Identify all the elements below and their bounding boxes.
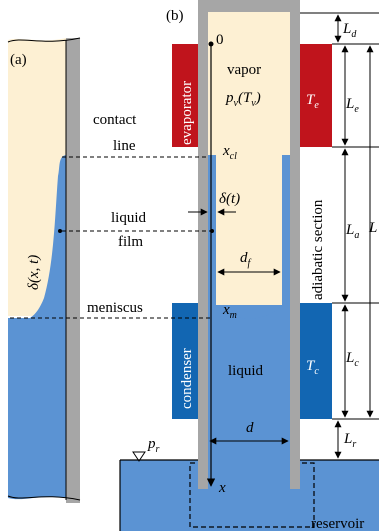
condenser-label: condenser: [179, 348, 195, 409]
Le-label: Le: [345, 96, 359, 115]
adiabatic-section-label: adiabatic section: [310, 199, 326, 300]
contact-line-label-1: contact: [93, 112, 137, 128]
panel-b-label: (b): [166, 8, 184, 24]
pressure-triangle-icon: [132, 451, 146, 462]
panel-b: (b) 0 vapor pv(Tv) evaporator condenser …: [10, 0, 379, 531]
x-axis-label: x: [218, 480, 226, 496]
liquid-film-label-2: film: [118, 234, 143, 250]
tube-vapor: [208, 12, 290, 158]
reservoir-label: reservoir: [311, 516, 364, 531]
film-point-b: [210, 229, 214, 233]
panel-a-wall: [66, 38, 80, 503]
tube-vapor-core: [216, 155, 282, 307]
panel-a-liquid-film: [8, 155, 66, 500]
contact-line-label-2: line: [113, 138, 136, 154]
tube-wall-left: [198, 0, 208, 489]
condenser-left: [172, 303, 198, 419]
delta-xt-label: δ(x, t): [26, 255, 42, 290]
Tc-label: Tc: [306, 358, 319, 377]
origin-label: 0: [216, 32, 224, 48]
panel-a: (a) δ(x, t): [7, 37, 81, 503]
Lc-label: Lc: [345, 350, 359, 369]
reservoir-zoom-box: [189, 462, 315, 528]
Te-label: Te: [306, 92, 319, 111]
evaporator-label: evaporator: [179, 81, 195, 145]
xcl-label: xcl: [222, 143, 237, 162]
La-label: La: [345, 222, 359, 241]
Lr-label: Lr: [343, 431, 356, 450]
Ld-label: Ld: [342, 21, 357, 40]
df-label: df: [240, 250, 252, 269]
pv-label: pv(Tv): [225, 90, 261, 109]
meniscus-curve: [216, 305, 282, 320]
meniscus-liquid: [208, 305, 290, 489]
tube-film-right: [282, 155, 290, 307]
panel-a-label: (a): [10, 52, 27, 68]
L-label: L: [368, 220, 377, 236]
panel-a-vapor: [8, 38, 66, 316]
vapor-label: vapor: [227, 62, 261, 78]
film-point-a: [58, 229, 62, 233]
condenser-right: [300, 303, 332, 419]
xm-label: xm: [222, 302, 237, 321]
tube-wall-right: [290, 0, 300, 489]
liquid-label: liquid: [228, 363, 264, 379]
pr-label: pr: [147, 436, 160, 455]
delta-t-label: δ(t): [219, 191, 240, 207]
d-label: d: [246, 420, 254, 436]
evaporator-right: [300, 44, 332, 147]
panel-a-break-bottom: [7, 495, 81, 501]
tube-wall-top: [198, 0, 300, 12]
liquid-film-label-1: liquid: [111, 210, 147, 226]
panel-a-break-top: [7, 37, 81, 43]
meniscus-label: meniscus: [87, 300, 143, 316]
evaporator-left: [172, 44, 198, 147]
